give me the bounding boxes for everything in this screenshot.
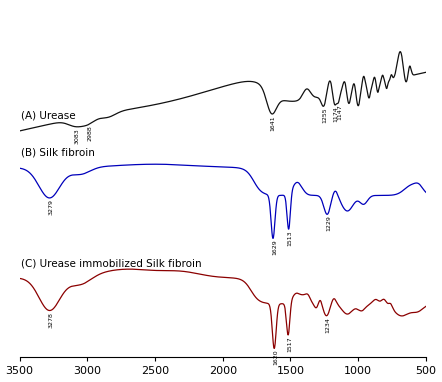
Text: (C) Urease immobilized Silk fibroin: (C) Urease immobilized Silk fibroin <box>21 258 202 268</box>
Text: (A) Urease: (A) Urease <box>21 111 76 121</box>
Text: 1174: 1174 <box>334 106 339 121</box>
Text: 2988: 2988 <box>88 126 93 141</box>
Text: 3279: 3279 <box>49 199 53 215</box>
Text: 1229: 1229 <box>326 215 331 231</box>
Text: 1147: 1147 <box>337 104 342 120</box>
Text: 1513: 1513 <box>288 230 293 246</box>
Text: 1641: 1641 <box>271 115 275 131</box>
Text: (B) Silk fibroin: (B) Silk fibroin <box>21 148 95 158</box>
Text: 1255: 1255 <box>323 107 328 123</box>
Text: 1629: 1629 <box>272 240 277 256</box>
Text: 3083: 3083 <box>75 128 80 144</box>
Text: 1234: 1234 <box>325 317 331 333</box>
Text: 3278: 3278 <box>49 312 53 328</box>
Text: 1620: 1620 <box>273 350 278 365</box>
Text: 1517: 1517 <box>287 336 292 352</box>
